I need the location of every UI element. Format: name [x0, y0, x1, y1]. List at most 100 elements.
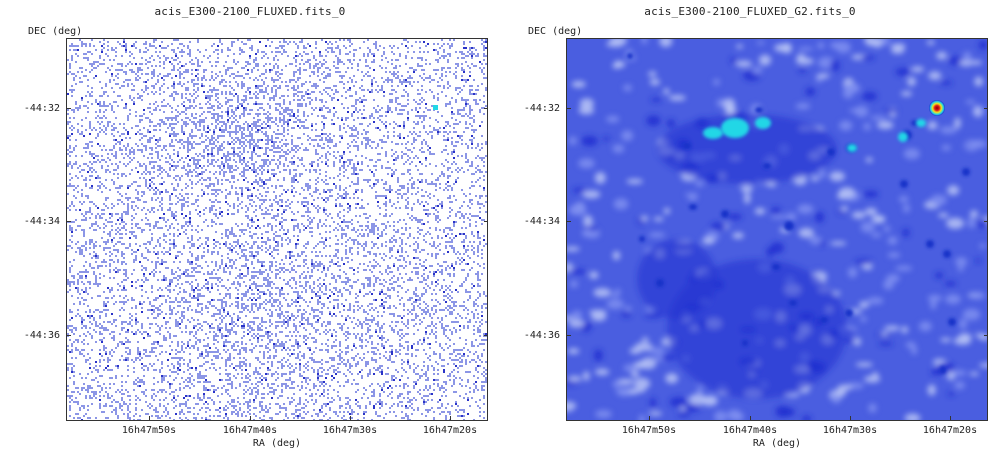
y-tick-mark: [66, 335, 71, 336]
texture-blob: [593, 288, 612, 298]
texture-blob: [623, 84, 633, 92]
faint-source: [926, 240, 934, 248]
y-tick-mark: [984, 335, 988, 336]
texture-blob: [864, 207, 878, 216]
texture-blob: [606, 115, 620, 123]
texture-blob: [974, 105, 981, 118]
texture-blob: [606, 298, 624, 310]
x-tick-label: 16h47m40s: [722, 425, 778, 436]
y-axis-label: DEC (deg): [528, 26, 583, 37]
bright-source: [721, 118, 749, 138]
texture-blob: [979, 243, 986, 249]
texture-blob: [677, 410, 690, 418]
panel-title: acis_E300-2100_FLUXED_G2.fits_0: [644, 5, 856, 18]
texture-blob: [756, 40, 765, 45]
texture-blob: [957, 266, 964, 272]
texture-blob: [959, 59, 974, 67]
texture-blob: [927, 384, 936, 396]
texture-blob: [883, 225, 891, 233]
texture-blob: [758, 54, 772, 66]
texture-blob: [839, 120, 853, 131]
texture-blob: [854, 259, 873, 265]
texture-blob: [646, 115, 661, 127]
smoothed-image-plot[interactable]: [566, 38, 988, 421]
texture-blob: [567, 348, 580, 355]
texture-blob: [835, 388, 847, 397]
faint-source: [755, 107, 763, 113]
raw-image-panel: acis_E300-2100_FLUXED.fits_0 DEC (deg) -…: [23, 5, 488, 449]
texture-blob: [940, 80, 953, 86]
texture-blob: [944, 281, 957, 287]
texture-blob: [666, 119, 676, 128]
texture-blob: [578, 106, 595, 115]
texture-blob: [835, 41, 851, 54]
smoothed-texture: [567, 39, 987, 420]
texture-blob: [732, 232, 744, 239]
faint-source: [900, 180, 908, 188]
texture-blob: [818, 168, 826, 179]
texture-blob: [621, 310, 632, 318]
y-tick-label: -44:36: [23, 330, 60, 341]
texture-blob: [969, 371, 979, 376]
raw-image-plot[interactable]: [66, 38, 488, 421]
texture-blob: [661, 354, 675, 361]
texture-blob: [567, 401, 577, 410]
y-tick-mark: [566, 335, 571, 336]
texture-blob: [669, 397, 688, 408]
panel-title: acis_E300-2100_FLUXED.fits_0: [154, 5, 346, 18]
texture-blob: [612, 144, 625, 153]
texture-blob: [978, 40, 987, 50]
texture-blob: [884, 325, 900, 331]
texture-blob: [830, 59, 840, 72]
smoothed-flux-image: [567, 39, 987, 420]
texture-blob: [649, 78, 661, 86]
texture-blob: [795, 57, 814, 65]
texture-blob: [650, 97, 662, 103]
x-tick-label: 16h47m30s: [822, 425, 878, 436]
texture-blob: [641, 39, 648, 45]
y-tick-mark: [66, 108, 71, 109]
texture-blob: [947, 391, 955, 397]
y-axis-label: DEC (deg): [28, 26, 83, 37]
texture-blob: [602, 136, 610, 141]
texture-blob: [684, 404, 701, 412]
texture-blob: [927, 294, 943, 302]
texture-blob: [571, 310, 583, 320]
texture-blob: [640, 215, 649, 222]
texture-blob: [902, 203, 911, 213]
texture-blob: [962, 51, 972, 62]
texture-blob: [583, 325, 590, 333]
texture-blob: [967, 217, 976, 229]
texture-blob: [853, 337, 862, 346]
x-axis-label: RA (deg): [252, 438, 302, 449]
texture-blob: [612, 250, 621, 261]
texture-blob: [613, 198, 629, 210]
raw-counts-image: [67, 39, 487, 420]
texture-blob: [861, 262, 873, 271]
texture-blob: [774, 43, 791, 53]
faint-source: [943, 250, 951, 258]
faint-source: [742, 340, 748, 346]
texture-blob: [901, 326, 909, 334]
bright-source: [847, 144, 857, 152]
texture-blob: [817, 73, 830, 79]
x-tick-label: 16h47m20s: [422, 425, 478, 436]
texture-blob: [930, 299, 937, 310]
x-tick-mark: [750, 416, 751, 421]
texture-blob: [594, 368, 610, 376]
texture-blob: [568, 136, 577, 146]
texture-blob: [710, 222, 727, 231]
texture-blob: [919, 321, 932, 332]
texture-blob: [727, 213, 743, 220]
texture-blob: [936, 51, 948, 60]
count-pixels: [67, 39, 487, 420]
x-axis-label: RA (deg): [752, 438, 802, 449]
bright-source: [898, 132, 908, 142]
x-tick-label: 16h47m40s: [222, 425, 278, 436]
texture-blob: [752, 66, 763, 75]
texture-blob: [638, 414, 646, 420]
x-tick-label: 16h47m20s: [922, 425, 978, 436]
texture-blob: [895, 67, 911, 77]
texture-blob: [713, 78, 720, 86]
texture-blob: [653, 216, 664, 222]
